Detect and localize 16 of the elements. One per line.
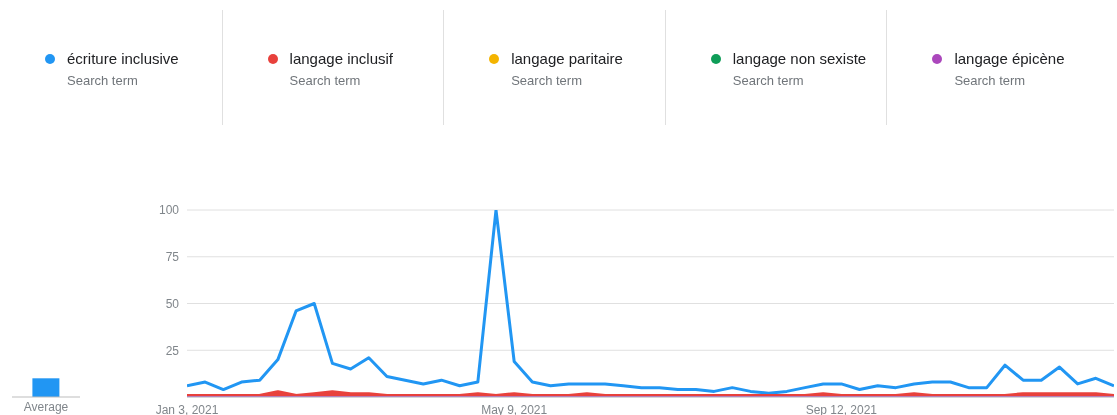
x-axis-title: Average (22, 400, 70, 414)
y-tick-label: 25 (165, 343, 180, 358)
text: Search term (289, 73, 361, 88)
legend-label: langage épicène (954, 50, 1065, 67)
text: Search term (511, 73, 582, 88)
legend-label: langage non sexiste (732, 50, 867, 67)
y-tick-label: 100 (158, 203, 180, 218)
y-tick-label: 50 (165, 296, 180, 311)
text: Search term (67, 73, 138, 88)
legend-label: écriture inclusive (67, 50, 179, 67)
text: Search term (732, 73, 804, 88)
text: Search term (954, 73, 1026, 88)
legend-label: langage inclusif (289, 50, 393, 67)
legend-label: langage paritaire (511, 50, 623, 67)
x-tick-label: Jan 3, 2021 (155, 402, 219, 415)
y-tick-label: 75 (165, 250, 180, 265)
